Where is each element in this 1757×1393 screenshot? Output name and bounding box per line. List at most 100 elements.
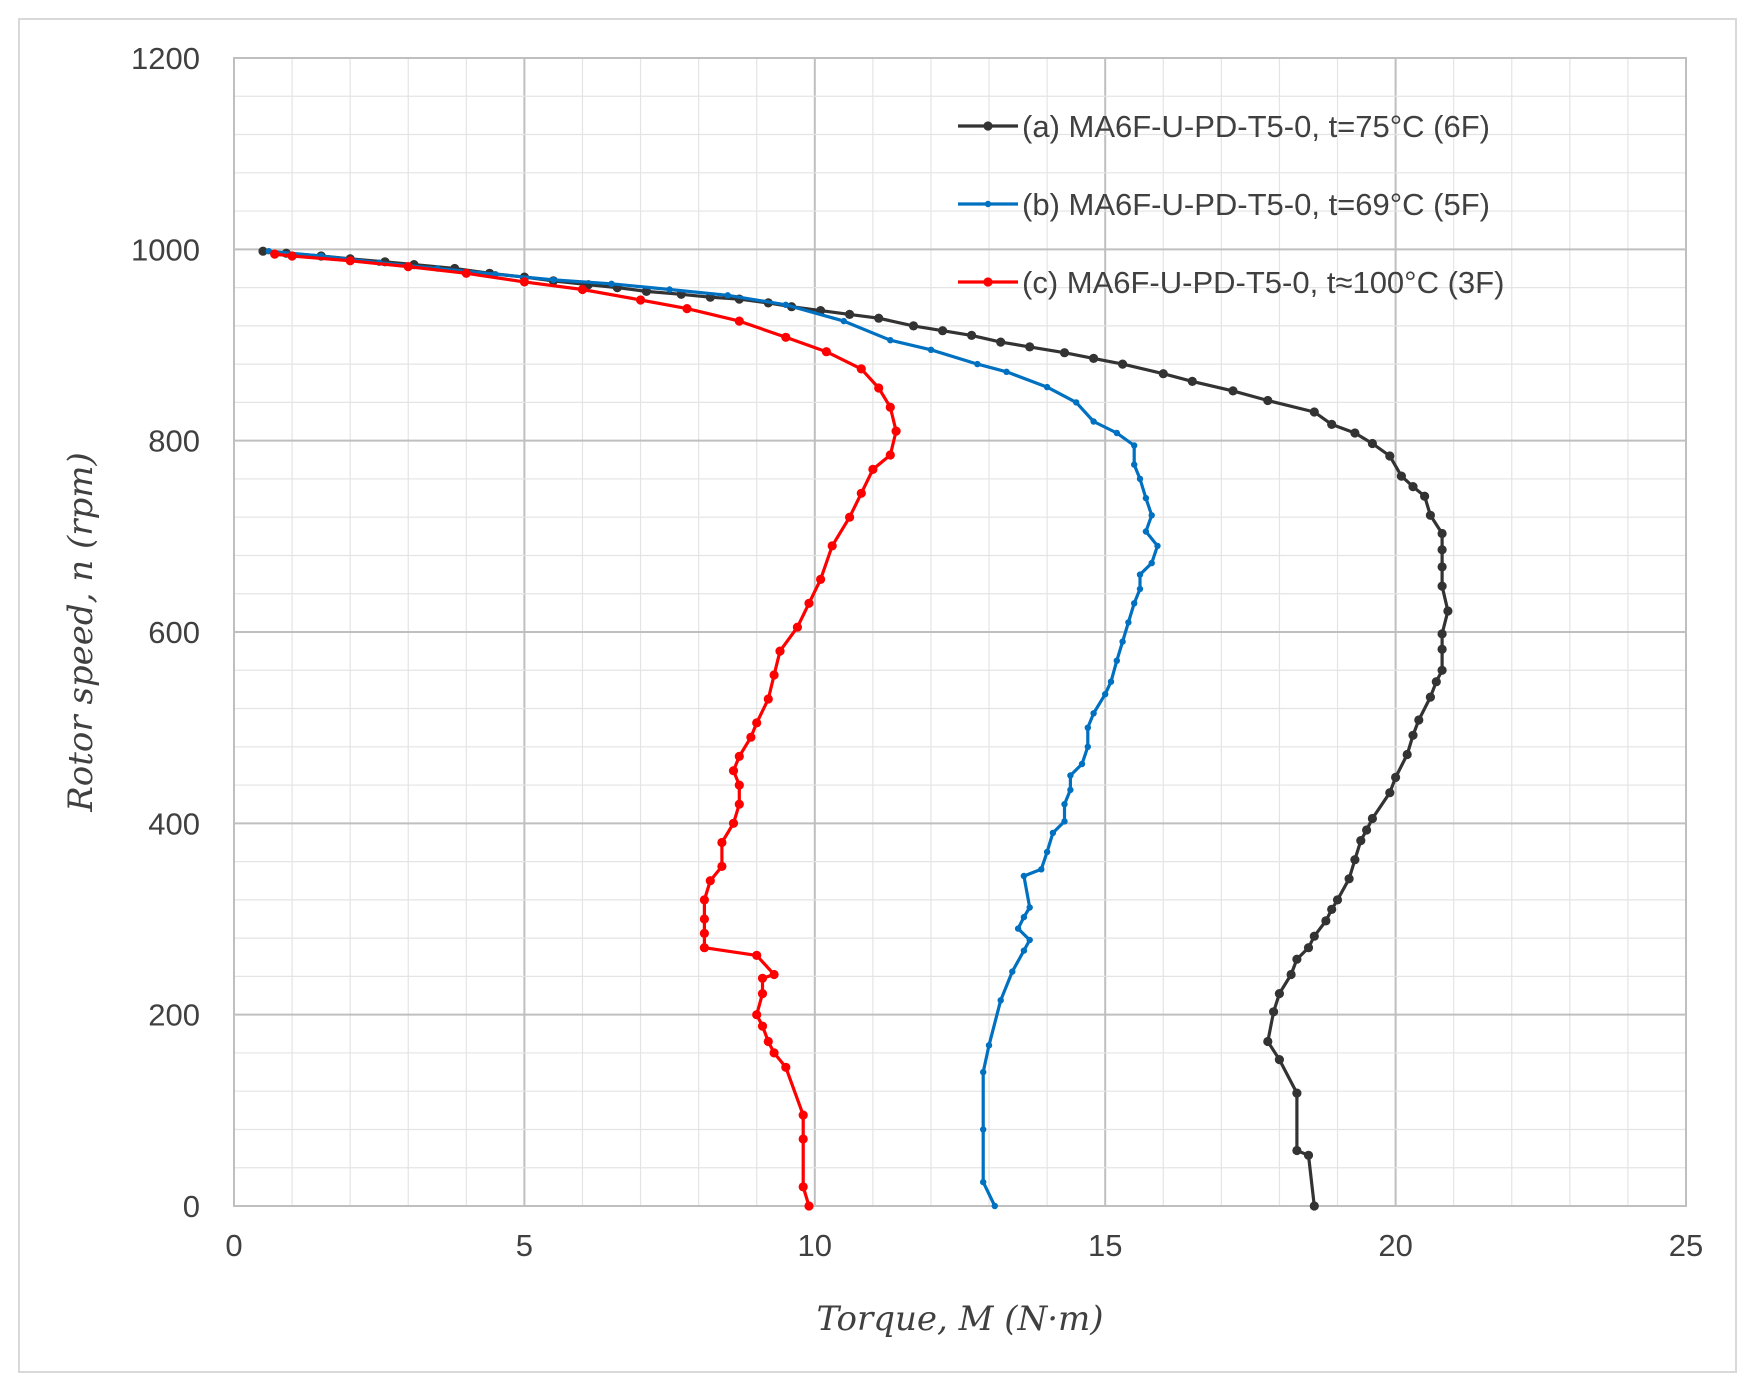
x-tick-label: 0 bbox=[225, 1228, 242, 1263]
data-point bbox=[1014, 925, 1022, 932]
y-tick-label: 1000 bbox=[131, 232, 200, 267]
data-point bbox=[1367, 813, 1377, 824]
data-point bbox=[724, 292, 731, 299]
y-tick-label: 400 bbox=[148, 806, 200, 841]
data-point bbox=[636, 295, 646, 305]
x-axis-title: Torque, M (N·m) bbox=[816, 1299, 1103, 1339]
data-point bbox=[1136, 571, 1144, 578]
series-line bbox=[268, 249, 1160, 1207]
data-point bbox=[287, 251, 297, 261]
data-point bbox=[1263, 395, 1273, 406]
data-point bbox=[1131, 461, 1138, 468]
data-point bbox=[752, 1010, 762, 1020]
data-point bbox=[1043, 848, 1051, 856]
data-point bbox=[985, 1042, 993, 1049]
data-point bbox=[1067, 772, 1074, 779]
data-point bbox=[769, 670, 779, 680]
data-point bbox=[1113, 429, 1121, 437]
data-point bbox=[827, 541, 837, 551]
data-point bbox=[699, 928, 710, 939]
legend-entry: (b) MA6F-U-PD-T5-0, t=69°C (5F) bbox=[958, 187, 1490, 222]
series-2 bbox=[270, 249, 901, 1211]
data-point bbox=[1026, 936, 1033, 944]
data-point bbox=[705, 876, 715, 886]
data-point bbox=[1038, 866, 1045, 873]
data-point bbox=[798, 1182, 808, 1192]
data-point bbox=[1078, 760, 1086, 768]
data-point bbox=[908, 321, 919, 331]
data-point bbox=[804, 1201, 814, 1211]
data-point bbox=[1292, 1145, 1302, 1156]
data-point bbox=[1131, 600, 1138, 607]
data-point bbox=[1102, 691, 1109, 698]
data-point bbox=[980, 1178, 987, 1186]
data-point bbox=[1414, 715, 1424, 725]
data-point bbox=[1084, 724, 1092, 731]
data-point bbox=[996, 337, 1006, 347]
data-point bbox=[856, 364, 866, 374]
data-point bbox=[403, 262, 413, 272]
data-point bbox=[1303, 943, 1314, 953]
data-point bbox=[1327, 419, 1337, 429]
data-point bbox=[816, 574, 826, 585]
legend-marker bbox=[983, 277, 993, 287]
data-point bbox=[1327, 904, 1337, 915]
data-point bbox=[781, 332, 791, 342]
data-point bbox=[1136, 585, 1144, 593]
data-point bbox=[608, 280, 615, 287]
data-point bbox=[1274, 1055, 1284, 1065]
x-tick-label: 15 bbox=[1088, 1228, 1122, 1263]
tick-labels: 0 5 10 15 20 25 0 200 400 600 800 1000 1200 bbox=[131, 41, 1703, 1263]
data-point bbox=[874, 313, 884, 323]
data-point bbox=[782, 301, 789, 308]
series-layer bbox=[258, 246, 1453, 1211]
data-point bbox=[1142, 528, 1150, 535]
data-point bbox=[1090, 710, 1097, 717]
data-point bbox=[1003, 368, 1010, 375]
data-point bbox=[1362, 825, 1372, 835]
data-point bbox=[1437, 581, 1447, 591]
data-point bbox=[885, 450, 895, 460]
data-point bbox=[1437, 528, 1447, 539]
data-point bbox=[868, 464, 878, 474]
data-point bbox=[792, 622, 803, 632]
data-point bbox=[1437, 629, 1447, 639]
y-tick-label: 800 bbox=[148, 424, 200, 459]
x-tick-label: 20 bbox=[1378, 1228, 1412, 1263]
data-point bbox=[1292, 1088, 1302, 1098]
data-point bbox=[1025, 342, 1035, 352]
data-point bbox=[550, 276, 557, 284]
data-point bbox=[1158, 369, 1168, 379]
series-line bbox=[262, 249, 1450, 1207]
data-point bbox=[821, 347, 832, 357]
data-point bbox=[752, 718, 762, 728]
data-point bbox=[769, 1048, 779, 1058]
data-point bbox=[1292, 954, 1302, 964]
data-point bbox=[763, 694, 773, 704]
data-point bbox=[1408, 482, 1418, 492]
data-point bbox=[345, 256, 355, 266]
data-point bbox=[887, 337, 894, 344]
data-point bbox=[1309, 407, 1319, 417]
data-point bbox=[1059, 348, 1070, 358]
data-point bbox=[1431, 677, 1441, 687]
data-point bbox=[1385, 788, 1395, 798]
data-point bbox=[1107, 678, 1115, 685]
data-point bbox=[1350, 428, 1360, 438]
data-point bbox=[781, 1062, 791, 1072]
data-point bbox=[1090, 418, 1097, 425]
data-point bbox=[699, 895, 710, 905]
legend-label: (c) MA6F-U-PD-T5-0, t≈100°C (3F) bbox=[1022, 265, 1504, 300]
data-point bbox=[519, 277, 530, 287]
data-point bbox=[1274, 989, 1284, 999]
data-point bbox=[769, 969, 779, 980]
data-point bbox=[885, 402, 895, 412]
data-point bbox=[1009, 968, 1016, 975]
grid-lines bbox=[233, 57, 1687, 1207]
data-point bbox=[1309, 1201, 1319, 1211]
data-point bbox=[991, 1202, 998, 1210]
data-point bbox=[967, 330, 977, 340]
data-point bbox=[1437, 562, 1447, 572]
data-point bbox=[1309, 931, 1319, 941]
data-point bbox=[845, 309, 855, 319]
